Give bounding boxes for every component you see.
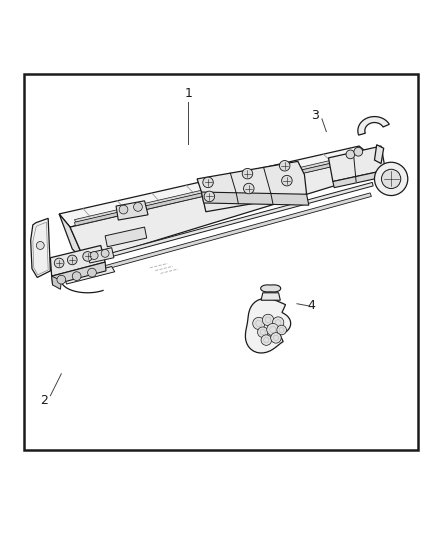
Circle shape (36, 241, 44, 249)
Circle shape (271, 333, 281, 343)
Polygon shape (116, 201, 148, 220)
Circle shape (346, 150, 355, 159)
Circle shape (262, 314, 274, 326)
Circle shape (119, 205, 128, 214)
Polygon shape (88, 248, 114, 263)
Polygon shape (50, 246, 105, 276)
Circle shape (54, 258, 64, 268)
Polygon shape (245, 298, 291, 353)
Polygon shape (52, 276, 61, 289)
Circle shape (242, 168, 253, 179)
Polygon shape (31, 219, 50, 278)
Polygon shape (328, 146, 385, 182)
Circle shape (244, 183, 254, 194)
Circle shape (258, 327, 268, 337)
Polygon shape (105, 227, 147, 247)
Text: 4: 4 (307, 300, 315, 312)
Polygon shape (59, 214, 85, 262)
Text: 1: 1 (184, 87, 192, 100)
Circle shape (57, 275, 66, 284)
Polygon shape (358, 117, 389, 135)
Bar (24, 74, 418, 450)
Circle shape (204, 191, 215, 201)
Circle shape (381, 169, 401, 189)
Circle shape (267, 324, 279, 336)
Polygon shape (197, 161, 307, 212)
Circle shape (354, 147, 363, 156)
Circle shape (277, 325, 286, 335)
Circle shape (83, 252, 92, 261)
Polygon shape (333, 170, 387, 188)
Circle shape (134, 203, 142, 211)
Circle shape (203, 177, 213, 188)
Circle shape (90, 252, 98, 260)
Polygon shape (201, 192, 309, 205)
Circle shape (279, 160, 290, 171)
Polygon shape (374, 145, 384, 164)
Circle shape (261, 335, 272, 345)
Polygon shape (59, 146, 372, 227)
Circle shape (67, 255, 77, 265)
Polygon shape (74, 152, 369, 222)
Polygon shape (74, 155, 370, 226)
Circle shape (374, 162, 408, 196)
Polygon shape (261, 285, 281, 292)
Polygon shape (52, 262, 106, 285)
Polygon shape (261, 293, 280, 300)
Polygon shape (70, 157, 385, 262)
Circle shape (253, 317, 265, 329)
Polygon shape (65, 266, 115, 284)
Polygon shape (61, 182, 373, 270)
Circle shape (72, 272, 81, 280)
Polygon shape (64, 193, 371, 280)
Text: 3: 3 (311, 109, 319, 122)
Circle shape (282, 175, 292, 186)
Circle shape (101, 249, 109, 257)
Circle shape (272, 317, 284, 328)
Text: 2: 2 (40, 393, 48, 407)
Circle shape (88, 268, 96, 277)
